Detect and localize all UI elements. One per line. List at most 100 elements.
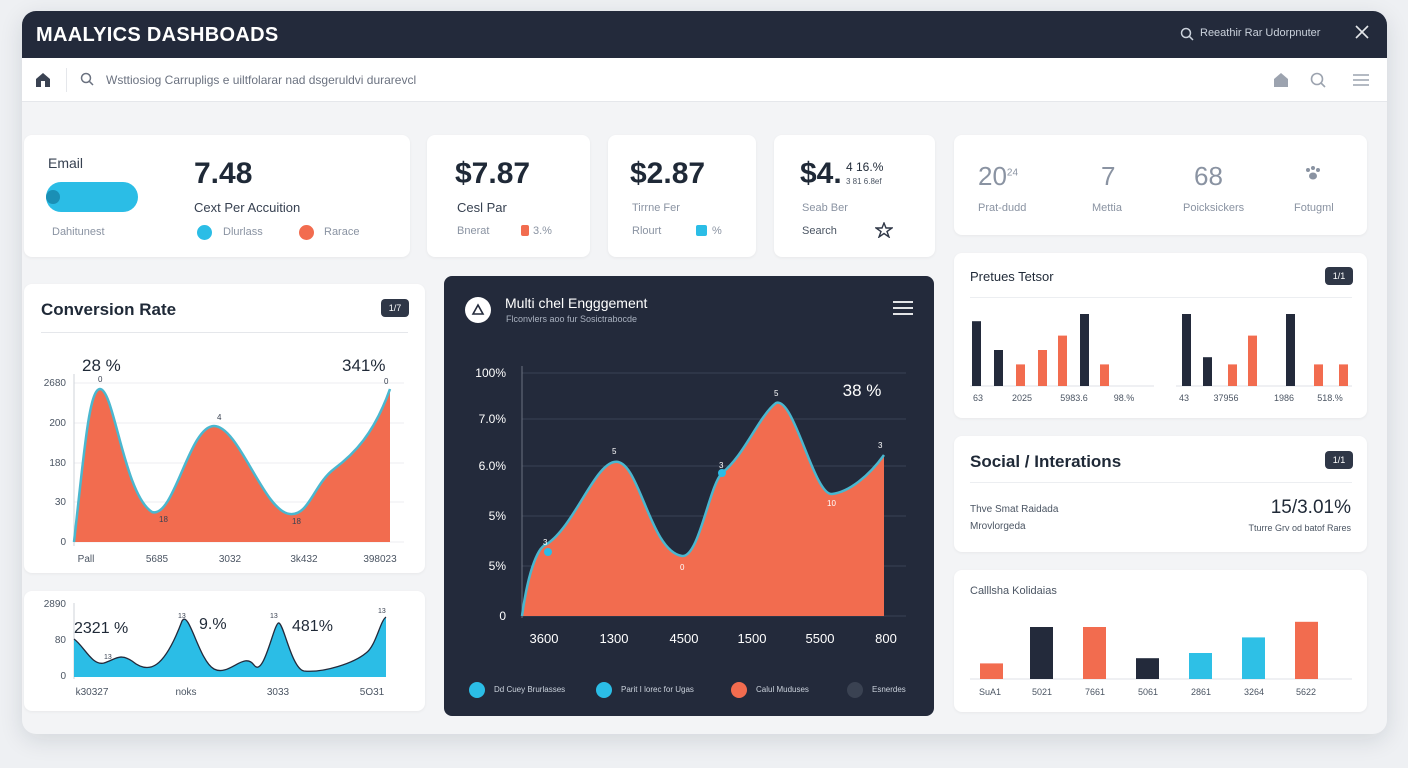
home-icon[interactable] <box>1272 71 1290 89</box>
chart-bar <box>1228 364 1237 386</box>
social-card: Social / Interations 1/1 Thve Smat Raida… <box>954 436 1367 552</box>
home-icon[interactable] <box>34 71 52 89</box>
search-sup-bottom: 3 81 6.8ef <box>846 177 882 186</box>
legend-item-3[interactable]: Calul Muduses <box>756 685 809 694</box>
engagement-subtitle: Flconvlers aoo fur Sosictrabocde <box>506 314 638 324</box>
pretues-chart: 63 2025 5983.6 98.% 43 37956 1986 518.% <box>970 314 1352 403</box>
email-toggle[interactable] <box>46 182 138 212</box>
legend-dot-cyan <box>596 682 612 698</box>
chart-bar <box>1030 627 1053 679</box>
social-divider <box>970 482 1352 483</box>
chart-bar <box>980 663 1003 679</box>
y-tick: 100% <box>475 366 506 380</box>
search-icon[interactable] <box>1309 71 1327 89</box>
app-title: MAALYICS DASHBOADS <box>36 24 279 46</box>
y-tick: 2890 <box>44 599 67 610</box>
stat-label-1: Prat-dudd <box>978 202 1027 214</box>
engagement-annot: 5 <box>774 389 779 398</box>
mini-chart-card: 2890 80 0 2321 % 9.% 481% 13 13 13 13 k3… <box>24 591 425 711</box>
x-tick: 5O31 <box>360 687 385 698</box>
x-tick: 5983.6 <box>1060 393 1088 403</box>
y-tick: 6.0% <box>479 459 507 473</box>
search-footer: Search <box>802 225 837 237</box>
x-tick: 398023 <box>363 554 397 565</box>
y-tick: 80 <box>55 635 67 646</box>
legend-item-1[interactable]: Dd Cuey Brurlasses <box>494 685 566 694</box>
conversion-badge[interactable]: 1/7 <box>381 299 409 317</box>
pretues-badge[interactable]: 1/1 <box>1325 267 1353 285</box>
close-icon[interactable] <box>1355 25 1369 39</box>
search-icon[interactable] <box>1180 27 1194 41</box>
paw-icon <box>1306 166 1320 180</box>
mini-small-label: 13 <box>178 613 186 620</box>
email-title: Email <box>48 155 84 171</box>
chart-bar <box>1182 314 1191 386</box>
chart-bar <box>1242 637 1265 679</box>
x-tick: 2025 <box>1012 393 1032 403</box>
menu-icon[interactable] <box>893 300 913 316</box>
toolbar: Wsttiosiog Carrupligs e uiltfolarar nad … <box>22 58 1387 102</box>
conversion-annot-3: 18 <box>159 515 168 524</box>
time-footer-left: Rlourt <box>632 225 662 237</box>
dashboard-window: MAALYICS DASHBOADS Reeathir Rar Udorpnut… <box>22 11 1387 734</box>
x-tick: 2861 <box>1191 687 1211 697</box>
engagement-card: Multi chel Engggement Flconvlers aoo fur… <box>444 276 934 716</box>
x-tick: k30327 <box>76 687 109 698</box>
star-icon[interactable] <box>875 222 893 238</box>
chart-logo-icon <box>465 297 491 323</box>
engagement-annot: 3 <box>878 441 883 450</box>
y-tick: 0 <box>499 609 506 623</box>
email-subtitle: Cext Per Accuition <box>194 200 301 215</box>
engagement-annot: 10 <box>827 499 836 508</box>
legend-dot-orange <box>731 682 747 698</box>
engagement-annot: 3 <box>543 538 548 547</box>
x-tick: 5622 <box>1296 687 1316 697</box>
search-sup-top: 4 16.% <box>846 160 884 174</box>
callsha-title: Calllsha Kolidaias <box>970 585 1057 597</box>
chart-bar <box>1203 357 1212 386</box>
conversion-divider <box>41 332 408 333</box>
x-tick: SuA1 <box>979 687 1001 697</box>
x-tick: 1500 <box>738 631 767 646</box>
x-tick: Pall <box>78 554 95 565</box>
pretues-divider <box>970 297 1352 298</box>
legend-item-4[interactable]: Esnerdes <box>872 685 906 694</box>
y-tick: 180 <box>49 458 66 469</box>
header-search-input[interactable]: Reeathir Rar Udorpnuter <box>1200 27 1321 39</box>
menu-icon[interactable] <box>1353 73 1369 87</box>
y-tick: 0 <box>60 671 66 682</box>
x-tick: 5500 <box>806 631 835 646</box>
social-title: Social / Interations <box>970 452 1122 471</box>
chart-bar <box>1080 314 1089 386</box>
social-left-bottom: Mrovlorgeda <box>970 521 1026 532</box>
social-value: 15/3.01% <box>1270 497 1351 518</box>
legend-dot-orange <box>299 225 314 240</box>
toolbar-divider <box>66 68 67 92</box>
stat-value-3: 68 <box>1194 161 1223 191</box>
engagement-annot: 0 <box>680 563 685 572</box>
breadcrumb: Wsttiosiog Carrupligs e uiltfolarar nad … <box>106 73 417 87</box>
chart-bar <box>972 321 981 386</box>
time-value: $2.87 <box>630 157 706 190</box>
x-tick: 98.% <box>1114 393 1135 403</box>
x-tick: 800 <box>875 631 897 646</box>
legend-item-2[interactable]: Parit I lorec for Ugas <box>621 685 694 694</box>
pretues-title: Pretues Tetsor <box>970 269 1054 284</box>
chart-bar <box>1100 364 1109 386</box>
chart-bar <box>1016 364 1025 386</box>
x-tick: 63 <box>973 393 983 403</box>
social-left-top: Thve Smat Raidada <box>970 504 1059 515</box>
x-tick: 3032 <box>219 554 242 565</box>
stat-label-4: Fotugml <box>1294 202 1334 214</box>
search-icon[interactable] <box>80 72 94 86</box>
y-tick: 2680 <box>44 378 67 389</box>
email-legend-2: Rarace <box>324 226 360 238</box>
social-badge[interactable]: 1/1 <box>1325 451 1353 469</box>
toggle-knob <box>46 190 60 204</box>
conversion-annot-1: 0 <box>98 375 103 384</box>
cost-value: $7.87 <box>455 157 531 190</box>
conversion-annot-5: 0 <box>384 377 389 386</box>
stat-value-2: 7 <box>1101 161 1116 191</box>
stats-card: 2024 Prat-dudd 7 Mettia 68 Poicksickers … <box>954 135 1367 235</box>
chart-bar <box>1058 335 1067 386</box>
